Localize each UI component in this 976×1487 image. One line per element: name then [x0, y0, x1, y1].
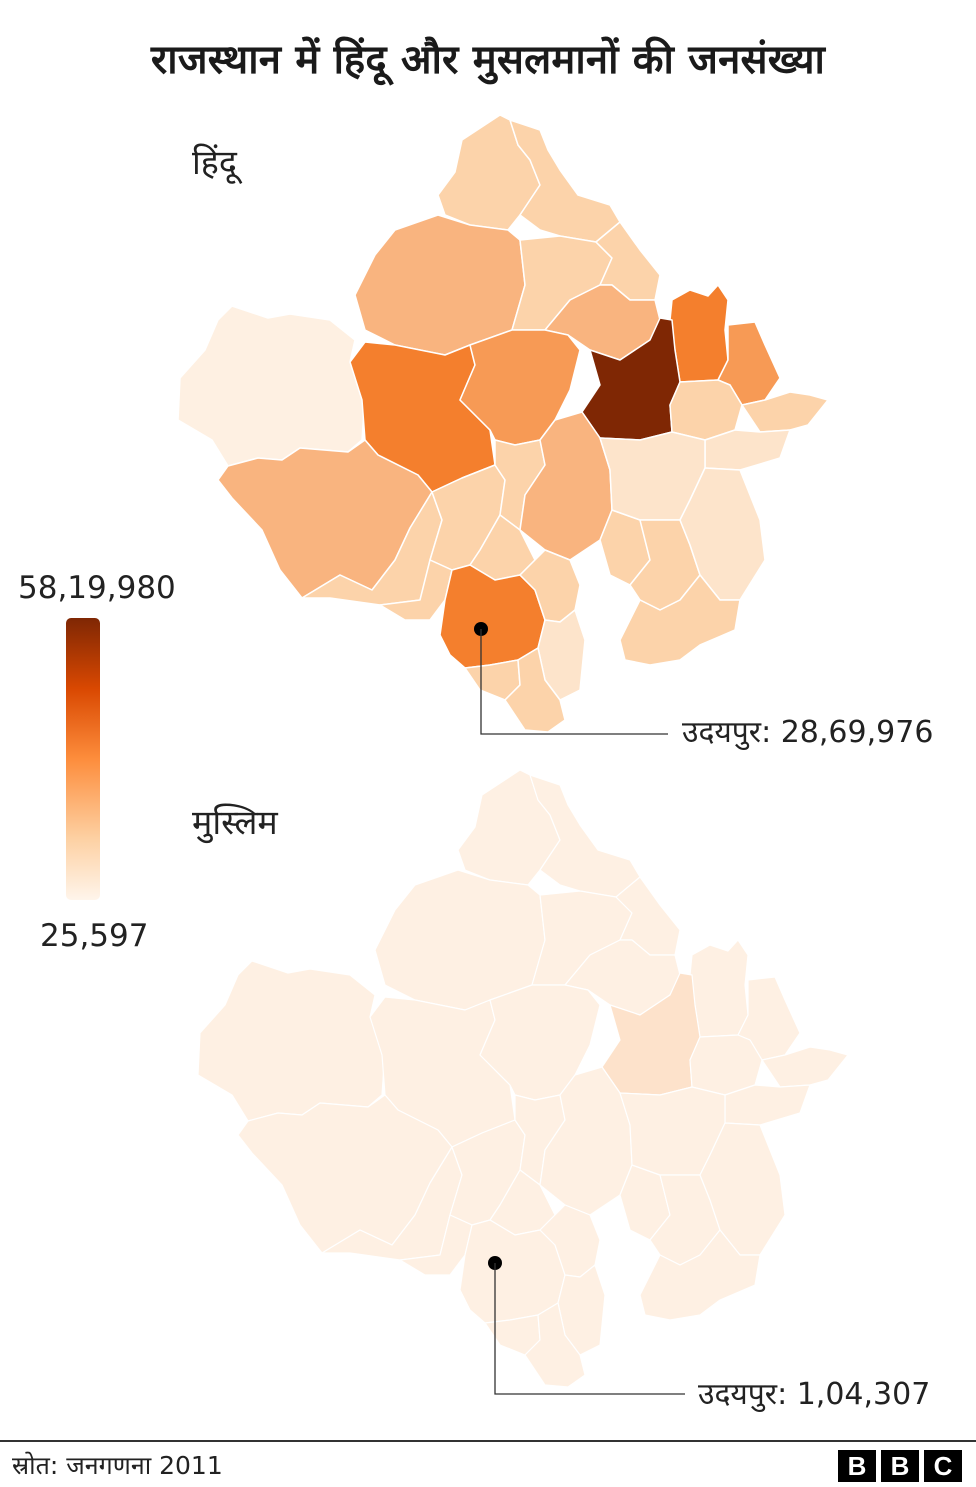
udaipur-hindu-callout: उदयपुर: 28,69,976 — [682, 715, 934, 750]
legend-color-bar — [66, 618, 100, 900]
district-dholpur — [741, 391, 829, 433]
district-banswara — [504, 647, 566, 733]
bbc-logo: B B C — [838, 1450, 962, 1482]
hindu-map — [177, 114, 829, 735]
district-jhalawar — [619, 574, 741, 666]
chart-title: राजस्थान में हिंदू और मुसलमानों की जनसंख… — [150, 37, 826, 83]
callout-line-muslim — [494, 1263, 685, 1395]
footer-divider — [0, 1440, 976, 1442]
legend-min-label: 25,597 — [40, 918, 149, 954]
callout-line-hindu — [480, 629, 668, 735]
bbc-logo-letter: B — [881, 1450, 919, 1482]
bbc-logo-letter: B — [838, 1450, 876, 1482]
bbc-logo-letter: C — [924, 1450, 962, 1482]
udaipur-muslim-callout: उदयपुर: 1,04,307 — [698, 1377, 931, 1412]
muslim-map-label: मुस्लिम — [192, 803, 278, 843]
legend-max-label: 58,19,980 — [18, 570, 176, 606]
hindu-map-label: हिंदू — [192, 143, 237, 183]
source-note: स्रोत: जनगणना 2011 — [12, 1451, 223, 1480]
